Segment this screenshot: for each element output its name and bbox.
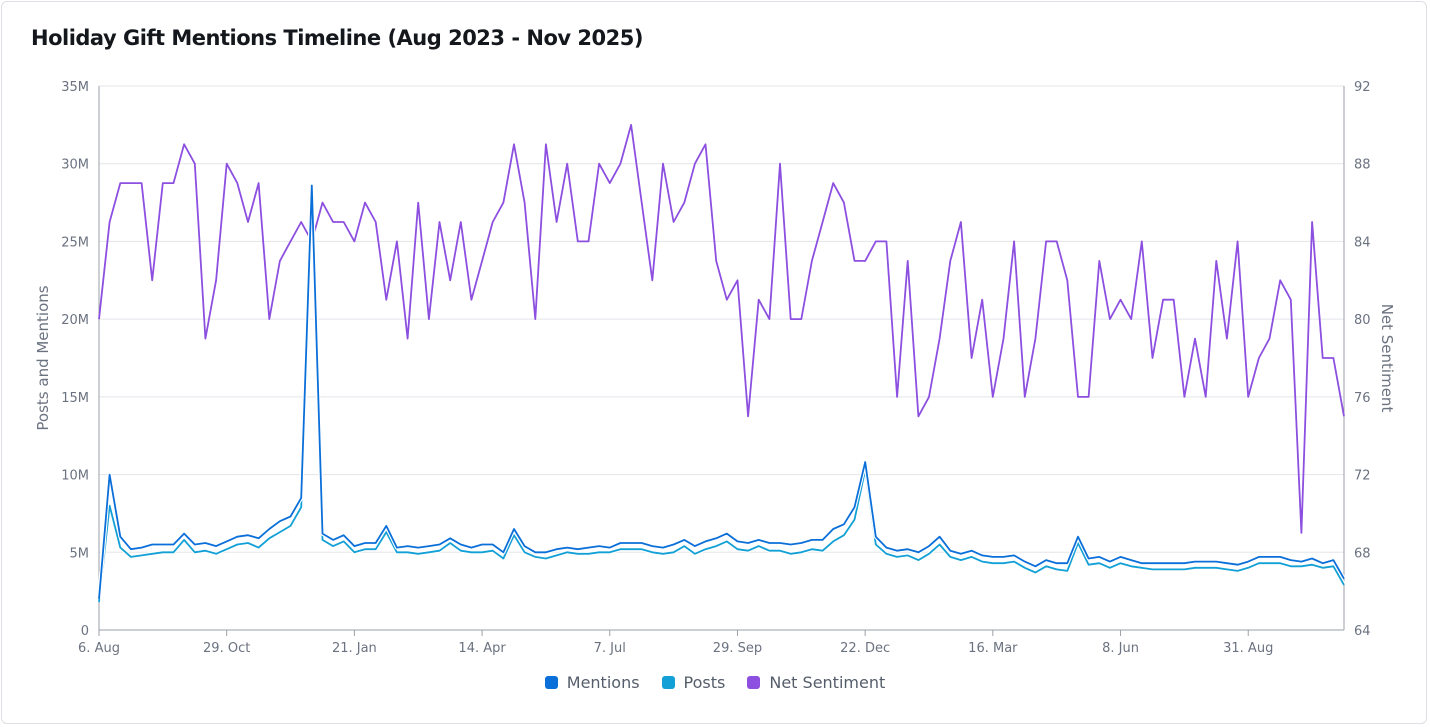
x-tick-label: 14. Apr [458, 641, 506, 656]
y-tick-label: 0 [81, 624, 89, 639]
y2-tick-label: 68 [1354, 546, 1371, 561]
mentions-swatch-icon [544, 676, 558, 689]
y2-tick-label: 80 [1354, 313, 1371, 328]
x-tick-label: 29. Sep [713, 641, 762, 656]
y-axis-title: Posts and Mentions [34, 285, 52, 430]
line-net-sentiment[interactable] [98, 124, 1345, 534]
legend-label: Net Sentiment [769, 673, 886, 692]
x-tick-label: 22. Dec [840, 641, 890, 656]
x-tick-label: 16. Mar [968, 641, 1018, 656]
y-tick-label: 15M [61, 391, 89, 406]
y-tick-label: 30M [61, 158, 89, 173]
x-tick-label: 7. Jul [594, 641, 626, 656]
x-tick-label: 21. Jan [332, 641, 377, 656]
legend-label: Posts [683, 673, 726, 692]
legend: Mentions Posts Net Sentiment [0, 673, 1430, 692]
legend-item-net-sentiment[interactable]: Net Sentiment [747, 673, 885, 692]
series-mentions [97, 183, 1346, 600]
chart-title: Holiday Gift Mentions Timeline (Aug 2023… [31, 26, 643, 50]
x-tick-label: 31. Aug [1223, 641, 1273, 656]
y2-tick-label: 72 [1354, 469, 1371, 484]
y2-tick-label: 76 [1354, 391, 1371, 406]
gridlines [99, 85, 1344, 553]
y-tick-label: 10M [61, 469, 89, 484]
x-tick-label: 8. Jun [1102, 641, 1139, 656]
y-tick-label: 5M [70, 546, 90, 561]
line-mentions[interactable] [98, 184, 1345, 599]
y-tick-label: 25M [61, 235, 89, 250]
y2-tick-label: 64 [1354, 624, 1371, 639]
x-tick-label: 6. Aug [78, 641, 120, 656]
legend-label: Mentions [566, 673, 640, 692]
y-tick-label: 20M [61, 313, 89, 328]
legend-item-mentions[interactable]: Mentions [544, 673, 640, 692]
y2-tick-label: 92 [1354, 80, 1371, 95]
y2-tick-label: 84 [1354, 235, 1371, 250]
x-tick-label: 29. Oct [203, 641, 250, 656]
legend-item-posts[interactable]: Posts [661, 673, 726, 692]
y-tick-label: 35M [61, 80, 89, 95]
axes: 0 64 5M 68 10M 72 15M 76 20M 80 25M 84 30M 88 35M 92 6. … [61, 80, 1370, 656]
net-sentiment-swatch-icon [747, 676, 761, 689]
y2-tick-label: 88 [1354, 158, 1371, 173]
y2-axis-title: Net Sentiment [1378, 304, 1396, 413]
series-net-sentiment [98, 124, 1345, 534]
series-lines [97, 124, 1346, 603]
posts-swatch-icon [661, 676, 675, 689]
